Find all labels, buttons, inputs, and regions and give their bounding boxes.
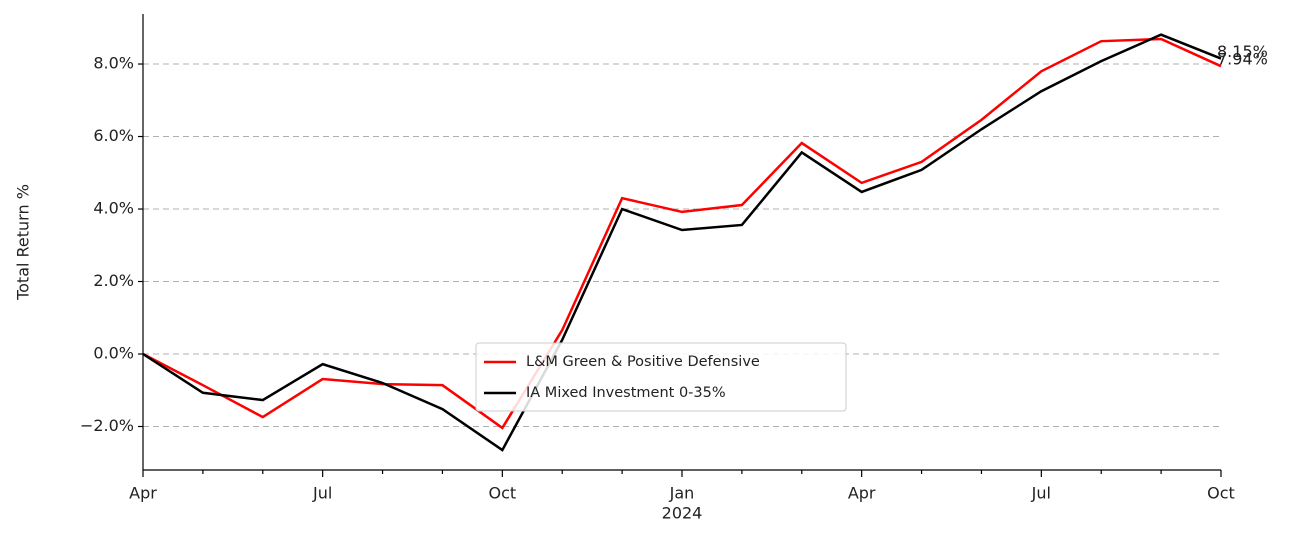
legend: L&M Green & Positive Defensive IA Mixed I… — [475, 342, 847, 412]
y-tick-label: 6.0% — [93, 126, 134, 145]
x-tick-sublabel: 2024 — [662, 504, 703, 523]
x-tick-label: Oct — [1207, 484, 1235, 503]
y-axis-label: Total Return % — [14, 184, 33, 301]
x-tick-label: Jul — [1031, 484, 1051, 503]
x-tick-label: Jan — [669, 484, 695, 503]
series-line — [142, 37, 1222, 430]
legend-label: L&M Green & Positive Defensive — [526, 354, 760, 370]
end-label: 8.15% — [1217, 42, 1268, 61]
x-tick-label: Jul — [312, 484, 332, 503]
series-line — [142, 33, 1222, 452]
x-tick-label: Apr — [129, 484, 157, 503]
end-label: 7.94% — [1217, 50, 1268, 69]
y-tick-label: 8.0% — [93, 54, 134, 73]
x-tick-label: Oct — [488, 484, 516, 503]
legend-box — [475, 342, 847, 412]
y-tick-label: 4.0% — [93, 199, 134, 218]
x-tick-label: Apr — [848, 484, 876, 503]
y-tick-label: 2.0% — [93, 271, 134, 290]
y-tick-label: 0.0% — [93, 344, 134, 363]
legend-label: IA Mixed Investment 0-35% — [526, 385, 726, 401]
y-tick-label: −2.0% — [80, 416, 134, 435]
